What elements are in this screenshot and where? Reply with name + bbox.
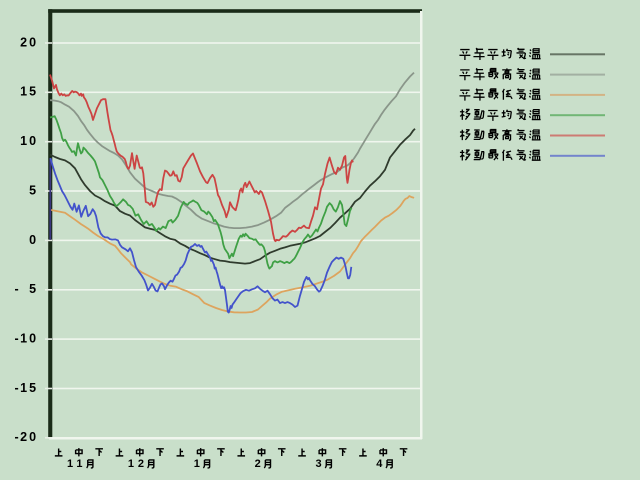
svg-text:0: 0 <box>29 233 38 247</box>
svg-text:15: 15 <box>20 85 38 99</box>
svg-text:11: 11 <box>67 458 86 470</box>
svg-text:15: 15 <box>20 381 38 395</box>
svg-text:10: 10 <box>20 134 38 148</box>
svg-text:3: 3 <box>316 458 326 470</box>
svg-text:20: 20 <box>20 430 38 444</box>
svg-text:5: 5 <box>29 282 38 296</box>
svg-text:10: 10 <box>20 332 38 346</box>
svg-text:2: 2 <box>255 458 265 470</box>
svg-text:-: - <box>15 282 19 296</box>
svg-text:20: 20 <box>20 35 38 49</box>
svg-text:-: - <box>15 332 19 346</box>
svg-text:5: 5 <box>29 183 38 197</box>
svg-text:1: 1 <box>194 458 204 470</box>
svg-text:4: 4 <box>376 458 386 470</box>
svg-text:-: - <box>15 430 19 444</box>
svg-text:12: 12 <box>128 458 148 470</box>
svg-text:-: - <box>15 381 19 395</box>
